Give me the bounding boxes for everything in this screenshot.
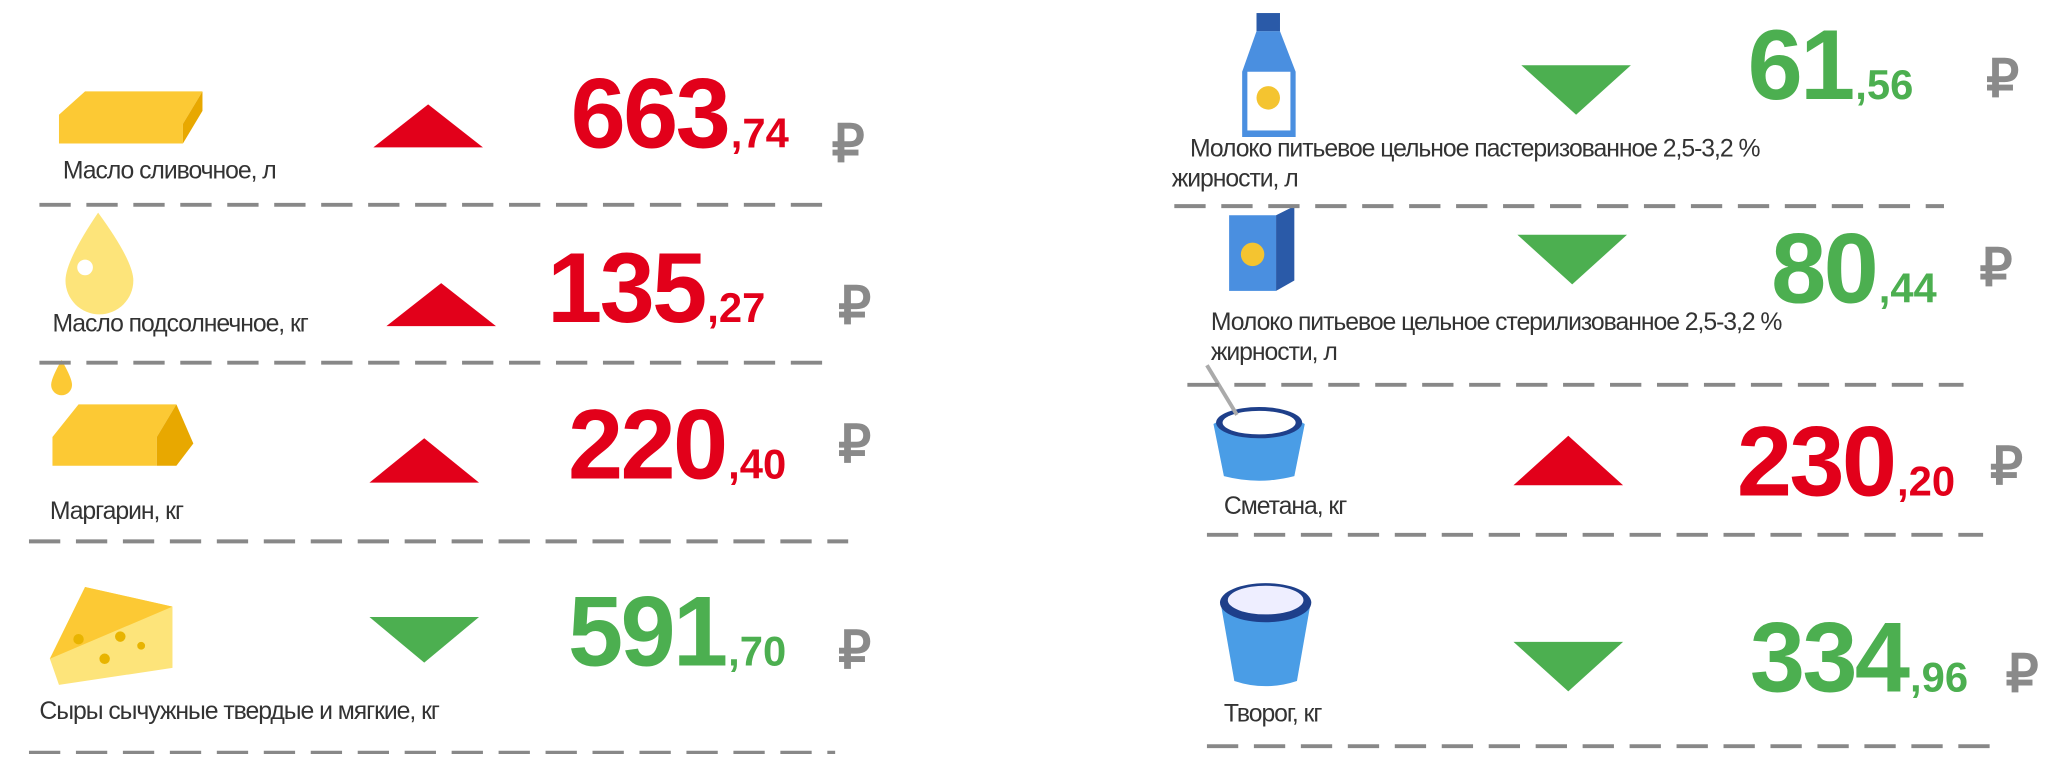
price-fraction: ,40 [728, 441, 786, 488]
currency: ₽ [838, 622, 871, 680]
price-fraction: ,20 [1897, 458, 1955, 505]
currency: ₽ [1986, 51, 2019, 109]
price-item: Сметана, кг 230,20 ₽ [1206, 407, 2023, 537]
item-label: Сыры сычужные твердые и мягкие, кг [39, 698, 439, 725]
milk-bottle-icon [1256, 13, 1280, 32]
trend-arrow-down [1513, 641, 1624, 692]
item-label: Масло подсолнечное, кг [52, 310, 308, 337]
price-fraction: ,56 [1855, 61, 1913, 108]
price-item: Сыры сычужные твердые и мягкие, кг 591,70… [28, 576, 871, 755]
price-item: Масло сливочное, л 663,74 ₽ [39, 58, 865, 207]
item-label: Молоко питьевое цельное пастеризованное … [1190, 136, 1760, 163]
item-label: Масло сливочное, л [63, 158, 276, 185]
price-fraction: ,27 [707, 284, 765, 331]
price-item: Молоко питьевое цельное пастеризованное … [1172, 10, 2019, 209]
price-integer: 663 [571, 58, 729, 169]
oil-drop-icon [65, 212, 134, 315]
price-integer: 61 [1748, 10, 1854, 121]
price-integer: 334 [1750, 602, 1910, 713]
price-fraction: ,70 [728, 627, 786, 674]
currency: ₽ [838, 278, 871, 336]
price-integer: 230 [1737, 407, 1895, 518]
trend-arrow-up [1513, 435, 1624, 486]
currency: ₽ [1980, 240, 2013, 298]
item-label: Творог, кг [1224, 700, 1322, 727]
trend-arrow-up [369, 438, 480, 483]
item-label: жирности, л [1211, 339, 1337, 366]
price-item: Масло подсолнечное, кг 135,27 ₽ [39, 233, 871, 365]
price-integer: 135 [547, 233, 705, 344]
item-label: Молоко питьевое цельное стерилизованное … [1211, 309, 1783, 336]
icons [49, 13, 1312, 687]
price-fraction: ,44 [1879, 265, 1937, 312]
price-integer: 220 [568, 390, 726, 501]
trend-arrow-down [1521, 65, 1631, 115]
price-integer: 80 [1771, 214, 1876, 325]
butter-icon [58, 91, 203, 144]
trend-arrow-down [369, 617, 480, 663]
currency: ₽ [838, 416, 871, 474]
price-fraction: ,96 [1910, 653, 1968, 700]
price-integer: 591 [568, 576, 726, 687]
price-item: Маргарин, кг 220,40 ₽ [28, 390, 871, 544]
currency: ₽ [1990, 438, 2023, 496]
trend-arrow-up [373, 104, 483, 148]
item-label: Сметана, кг [1224, 493, 1347, 520]
price-item: Творог, кг 334,96 ₽ [1206, 602, 2039, 749]
item-label: Маргарин, кг [50, 498, 184, 525]
tvorog-icon [1221, 606, 1310, 687]
currency: ₽ [832, 116, 865, 174]
trend-arrow-down [1517, 234, 1627, 285]
price-fraction: ,74 [731, 109, 789, 156]
currency: ₽ [2006, 645, 2039, 703]
item-label: жирности, л [1172, 166, 1298, 193]
trend-arrow-up [386, 283, 496, 327]
price-item: Молоко питьевое цельное стерилизованное … [1187, 214, 2013, 387]
margarine-icon [52, 404, 177, 466]
